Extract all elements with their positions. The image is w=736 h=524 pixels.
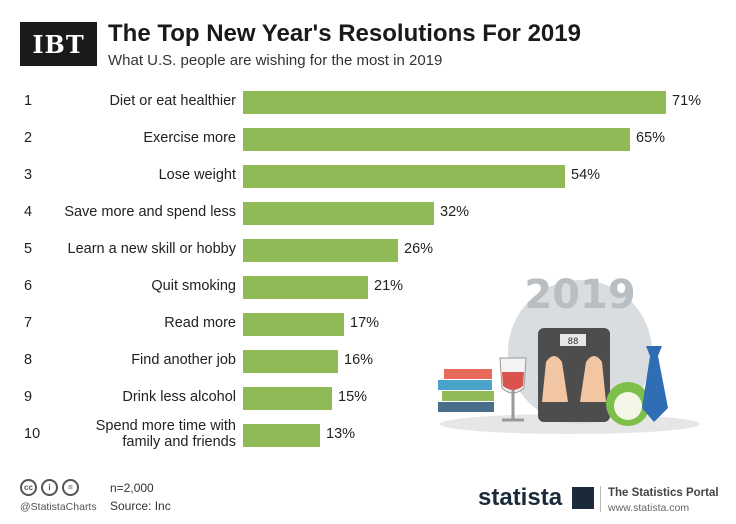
category-label: Exercise more (44, 130, 236, 146)
category-label: Lose weight (44, 167, 236, 183)
category-label-line: Drink less alcohol (122, 389, 236, 405)
resolutions-illustration: 2019 88 (438, 272, 700, 434)
bar (243, 276, 368, 299)
category-label: Find another job (44, 352, 236, 368)
value-label: 21% (374, 278, 404, 294)
category-label: Learn a new skill or hobby (44, 241, 236, 257)
category-label: Quit smoking (44, 278, 236, 294)
bar (243, 313, 344, 336)
category-label-line: Exercise more (143, 130, 236, 146)
book-icon (438, 380, 492, 390)
category-label-line: Save more and spend less (64, 204, 236, 220)
no-derivatives-icon: = (62, 479, 79, 496)
rank-label: 3 (24, 167, 33, 183)
footer-divider (600, 486, 601, 512)
category-label-line: Diet or eat healthier (109, 93, 236, 109)
book-icon (444, 369, 492, 379)
category-label: Read more (44, 315, 236, 331)
category-label-line: family and friends (122, 434, 236, 450)
value-label: 65% (636, 130, 666, 146)
scale-display (560, 334, 586, 346)
value-label: 26% (404, 241, 434, 257)
rank-label: 2 (24, 130, 33, 146)
statista-logo: statista (478, 484, 563, 511)
rank-label: 7 (24, 315, 33, 331)
portal-url: www.statista.com (608, 502, 690, 514)
year-text: 2019 (524, 272, 635, 318)
source-note: Source: Inc (110, 499, 171, 513)
value-label: 32% (440, 204, 470, 220)
category-label-line: Find another job (131, 352, 236, 368)
category-label-line: Read more (164, 315, 236, 331)
rank-label: 10 (24, 426, 41, 442)
bar (243, 350, 338, 373)
rank-label: 9 (24, 389, 33, 405)
value-label: 54% (571, 167, 601, 183)
portal-name: The Statistics Portal (608, 487, 719, 499)
rank-label: 5 (24, 241, 33, 257)
category-label-line: Learn a new skill or hobby (67, 241, 236, 257)
bar (243, 165, 565, 188)
category-label: Save more and spend less (44, 204, 236, 220)
category-label: Spend more time with family and friends (44, 418, 236, 450)
statista-handle: @StatistaCharts (20, 501, 97, 513)
scale-readout: 88 (568, 337, 579, 347)
sample-size: n=2,000 (110, 481, 154, 495)
rank-label: 1 (24, 93, 33, 109)
value-label: 13% (326, 426, 356, 442)
book-icon (438, 402, 494, 412)
bar (243, 239, 398, 262)
rank-label: 8 (24, 352, 33, 368)
rank-label: 4 (24, 204, 33, 220)
chart-subtitle: What U.S. people are wishing for the mos… (108, 52, 443, 69)
right-foot-icon (580, 356, 606, 402)
category-label: Diet or eat healthier (44, 93, 236, 109)
tie-icon (642, 346, 668, 422)
wine-icon (502, 372, 524, 390)
category-label: Drink less alcohol (44, 389, 236, 405)
bar-chart: 1 Diet or eat healthier 71% 2 Exercise more 6… (0, 84, 736, 464)
chart-title: The Top New Year's Resolutions For 2019 (108, 20, 581, 47)
bar (243, 424, 320, 447)
category-label-line: Spend more time with (95, 418, 236, 434)
value-label: 71% (672, 93, 702, 109)
book-icon (442, 391, 494, 401)
value-label: 17% (350, 315, 380, 331)
category-label-line: Quit smoking (151, 278, 236, 294)
bar (243, 128, 630, 151)
cc-icon: cc (20, 479, 37, 496)
bar (243, 387, 332, 410)
bar (243, 202, 434, 225)
category-label-line: Lose weight (158, 167, 236, 183)
value-label: 16% (344, 352, 374, 368)
statista-mark-icon (572, 487, 594, 509)
ibt-logo: IBT (20, 22, 97, 66)
value-label: 15% (338, 389, 368, 405)
license-icons: cc i = (20, 479, 79, 496)
attribution-icon: i (41, 479, 58, 496)
rank-label: 6 (24, 278, 33, 294)
left-foot-icon (542, 356, 568, 402)
bar (243, 91, 666, 114)
